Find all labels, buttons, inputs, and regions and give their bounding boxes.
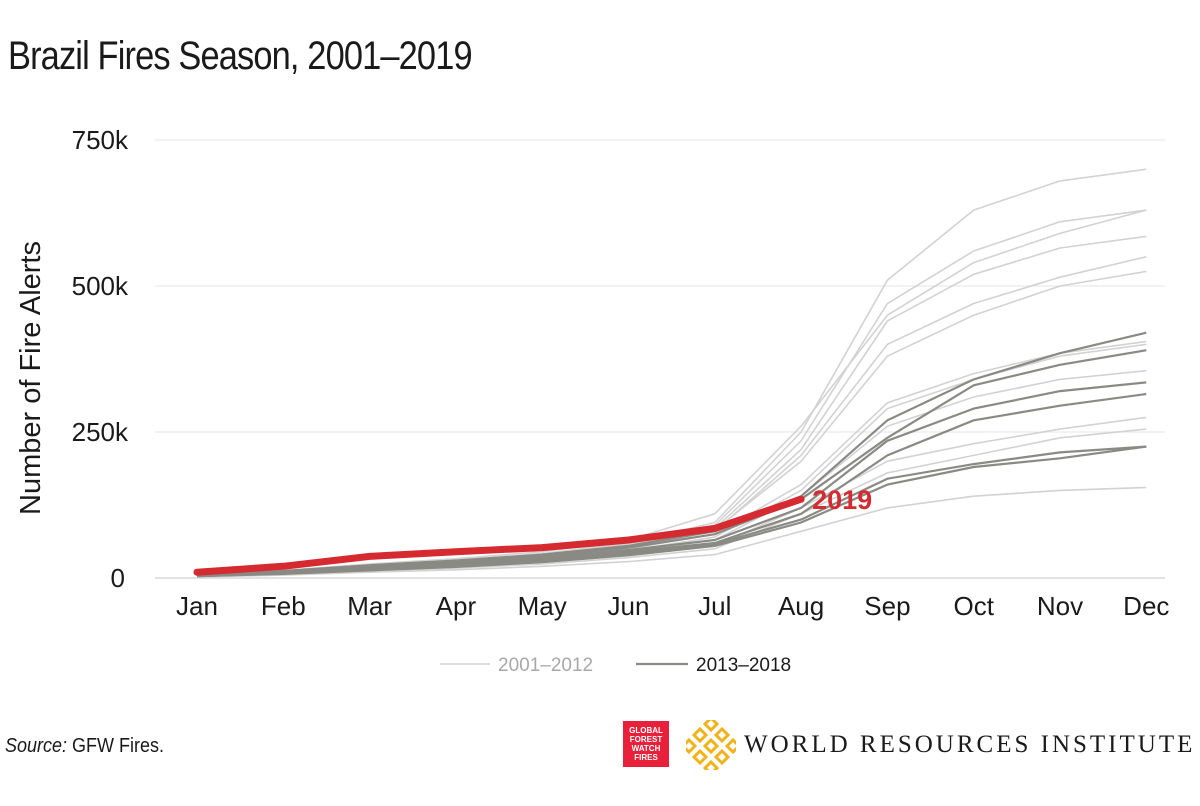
series-group-2001-2012 xyxy=(196,168,1147,578)
series-2019: 2019 xyxy=(193,485,872,576)
x-tick-label: Jun xyxy=(608,591,650,621)
x-tick-label: Oct xyxy=(953,591,994,621)
wri-logo-text: WORLD RESOURCES INSTITUTE xyxy=(744,731,1196,758)
series-line-2013-2018 xyxy=(196,445,1147,578)
y-tick-label: 0 xyxy=(111,563,125,593)
wri-logo-icon xyxy=(686,720,736,770)
x-axis: Jan Feb Mar Apr May Jun Jul Aug Sep Oct Nov Dec xyxy=(176,591,1169,621)
legend-label-2001-2012: 2001–2012 xyxy=(498,655,593,676)
x-tick-label: Apr xyxy=(436,591,477,621)
source-text: GFW Fires. xyxy=(67,735,165,757)
source-label: Source: xyxy=(5,735,68,757)
y-tick-label: 250k xyxy=(72,417,129,447)
y-axis: 0 250k 500k 750k xyxy=(72,125,129,593)
chart-title: Brazil Fires Season, 2001–2019 xyxy=(8,34,473,78)
series-line-2001-2012 xyxy=(196,235,1147,576)
series-line-2001-2012 xyxy=(196,486,1147,578)
y-axis-label: Number of Fire Alerts xyxy=(15,241,47,515)
series-line-2001-2012 xyxy=(196,168,1147,576)
series-line-2013-2018 xyxy=(196,331,1147,577)
series-line-2001-2012 xyxy=(196,416,1147,577)
gridlines xyxy=(155,139,1165,579)
series-line-2001-2012 xyxy=(196,428,1147,578)
legend: 2001–2012 2013–2018 xyxy=(440,655,791,676)
x-tick-label: Jul xyxy=(698,591,731,621)
series-line-2001-2012 xyxy=(196,270,1147,576)
global-forest-watch-fires-logo: GLOBAL FOREST WATCH FIRES xyxy=(623,721,669,767)
x-tick-label: Aug xyxy=(778,591,824,621)
series-group-2013-2018 xyxy=(196,331,1147,578)
source-note: Source: GFW Fires. xyxy=(5,735,164,758)
x-tick-label: Feb xyxy=(261,591,306,621)
x-tick-label: Nov xyxy=(1037,591,1083,621)
x-tick-label: Dec xyxy=(1123,591,1169,621)
series-label-2019: 2019 xyxy=(812,485,872,515)
x-tick-label: Mar xyxy=(347,591,392,621)
x-tick-label: May xyxy=(518,591,567,621)
y-tick-label: 750k xyxy=(72,125,129,155)
legend-label-2013-2018: 2013–2018 xyxy=(696,655,791,676)
line-chart: 0 250k 500k 750k Jan Feb Mar Apr May Jun Jul Aug Se… xyxy=(15,125,1169,676)
x-tick-label: Jan xyxy=(176,591,218,621)
y-tick-label: 500k xyxy=(72,271,129,301)
x-tick-label: Sep xyxy=(864,591,910,621)
series-line-2019 xyxy=(193,495,805,576)
